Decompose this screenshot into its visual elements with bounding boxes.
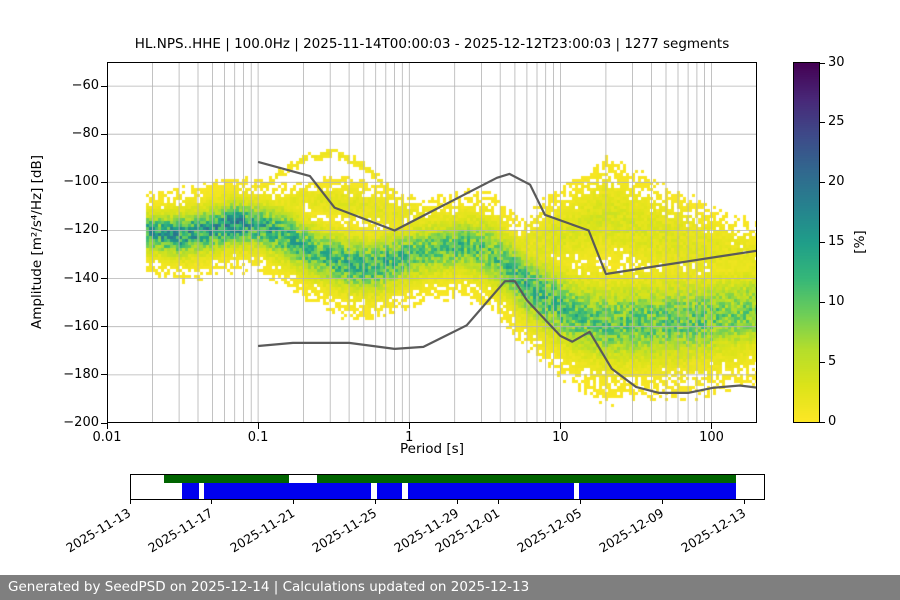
timeline-tick-mark — [662, 500, 664, 504]
ppsd-density-canvas — [107, 62, 757, 423]
timeline-date-label: 2025-11-17 — [145, 505, 216, 556]
timeline-tick-mark — [211, 500, 213, 504]
y-tick-label: −200 — [63, 415, 99, 430]
x-tick-mark — [257, 423, 259, 429]
y-tick-label: −80 — [71, 126, 99, 142]
colorbar-tick-label: 10 — [828, 293, 845, 309]
y-tick-mark — [101, 422, 107, 424]
colorbar-tick-label: 0 — [828, 413, 837, 429]
coverage-timeline — [130, 474, 765, 500]
y-tick-mark — [101, 374, 107, 376]
colorbar-tick-label: 20 — [828, 174, 845, 190]
colorbar-tick-label: 25 — [828, 114, 845, 130]
timeline-tick-mark — [457, 500, 459, 504]
timeline-date-label: 2025-12-13 — [678, 505, 749, 556]
timeline-blue-segment — [181, 483, 200, 499]
x-axis-label: Period [s] — [400, 441, 464, 457]
colorbar-tick-mark — [820, 361, 825, 363]
timeline-blue-segment — [203, 483, 372, 499]
y-tick-mark — [101, 229, 107, 231]
x-tick-mark — [559, 423, 561, 429]
colorbar-tick-mark — [820, 421, 825, 423]
y-tick-mark — [101, 85, 107, 87]
colorbar-gradient — [794, 63, 819, 422]
timeline-blue-segment — [377, 483, 402, 499]
timeline-date-label: 2025-11-13 — [63, 505, 134, 556]
axes-frame — [107, 62, 757, 423]
y-tick-label: −180 — [63, 366, 99, 382]
timeline-date-label: 2025-12-05 — [514, 505, 585, 556]
timeline-tick-mark — [744, 500, 746, 504]
chart-title: HL.NPS..HHE | 100.0Hz | 2025-11-14T00:00… — [134, 36, 730, 52]
timeline-tick-mark — [580, 500, 582, 504]
x-tick-label: 0.1 — [247, 430, 269, 445]
coverage-timeline-segments — [131, 475, 764, 499]
nhnm-noise-model-line — [257, 160, 757, 276]
timeline-date-label: 2025-11-25 — [309, 505, 380, 556]
x-tick-mark — [711, 423, 712, 429]
timeline-blue-segment — [407, 483, 575, 499]
colorbar-tick-label: 5 — [828, 353, 837, 369]
timeline-tick-mark — [375, 500, 377, 504]
timeline-tick-mark — [293, 500, 295, 504]
colorbar-label: [%] — [852, 230, 868, 254]
footer-bar: Generated by SeedPSD on 2025-12-14 | Cal… — [0, 575, 900, 600]
y-tick-mark — [101, 326, 107, 328]
y-tick-mark — [101, 133, 107, 135]
y-tick-label: −160 — [63, 318, 99, 334]
y-tick-mark — [101, 278, 107, 280]
colorbar-tick-mark — [820, 62, 825, 64]
timeline-date-label: 2025-11-21 — [227, 505, 298, 556]
timeline-blue-segment — [578, 483, 736, 499]
y-tick-label: −120 — [63, 222, 99, 238]
timeline-green-segment — [316, 475, 736, 483]
footer-text: Generated by SeedPSD on 2025-12-14 | Cal… — [8, 579, 530, 595]
ppsd-plot-area — [107, 62, 757, 423]
x-tick-label: 1 — [405, 430, 414, 445]
x-tick-label: 100 — [699, 430, 724, 445]
colorbar-tick-mark — [820, 182, 825, 184]
nlnm-noise-model-line — [258, 280, 757, 394]
x-tick-mark — [408, 423, 410, 429]
y-tick-label: −100 — [63, 174, 99, 190]
x-tick-mark — [106, 423, 108, 429]
colorbar-tick-mark — [820, 122, 825, 124]
colorbar — [793, 62, 820, 423]
timeline-green-segment — [163, 475, 289, 483]
timeline-tick-mark — [498, 500, 500, 504]
y-tick-mark — [101, 181, 107, 183]
timeline-tick-mark — [129, 500, 131, 504]
x-tick-label: 10 — [552, 430, 569, 445]
grid-and-noise-overlay — [107, 62, 757, 423]
x-tick-label: 0.01 — [92, 430, 122, 445]
y-axis-label: Amplitude [m²/s⁴/Hz] [dB] — [29, 154, 45, 330]
colorbar-tick-label: 15 — [828, 234, 845, 249]
timeline-date-label: 2025-12-09 — [596, 505, 667, 556]
y-tick-label: −140 — [63, 270, 99, 286]
colorbar-tick-mark — [820, 301, 825, 303]
y-tick-label: −60 — [71, 78, 99, 94]
colorbar-tick-mark — [820, 242, 825, 243]
colorbar-tick-label: 30 — [828, 54, 845, 70]
